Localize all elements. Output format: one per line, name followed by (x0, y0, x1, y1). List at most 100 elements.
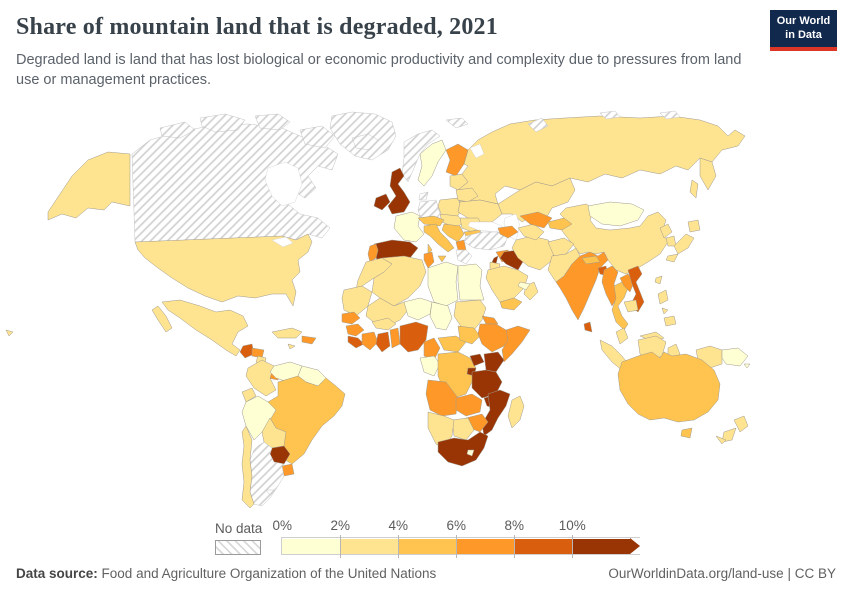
country-saudi-arabia[interactable] (485, 265, 529, 303)
country-yemen[interactable] (499, 297, 523, 311)
country-switzerland-austria[interactable] (417, 215, 445, 227)
country-tanzania[interactable] (471, 369, 503, 399)
owid-logo[interactable]: Our World in Data (770, 10, 837, 51)
country-tunisia[interactable] (423, 251, 435, 269)
country-botswana[interactable] (451, 417, 475, 441)
country-chad[interactable] (429, 301, 453, 331)
country-iceland[interactable] (351, 133, 379, 151)
country-italy-sardinia[interactable] (427, 243, 433, 255)
country-chile[interactable] (241, 425, 255, 509)
country-afghanistan[interactable] (547, 237, 575, 257)
legend-bin-2-4[interactable]: 2% (331, 518, 399, 558)
country-australia[interactable] (617, 351, 721, 423)
country-japan-kyushu[interactable] (665, 253, 679, 263)
country-arctic-islands[interactable] (199, 113, 246, 133)
country-somalia[interactable] (501, 325, 531, 363)
country-togo-benin[interactable] (389, 327, 401, 349)
country-ivory-coast[interactable] (361, 331, 379, 351)
country-mozambique[interactable] (481, 389, 511, 437)
country-turkey[interactable] (463, 231, 509, 251)
country-cameroon[interactable] (423, 337, 441, 361)
country-central-african-republic[interactable] (437, 335, 467, 353)
country-ethiopia[interactable] (477, 323, 513, 353)
country-russia-kamchatka[interactable] (699, 157, 717, 191)
country-eritrea[interactable] (481, 315, 499, 325)
no-data-swatch[interactable] (215, 540, 261, 555)
country-burkina-faso[interactable] (371, 317, 397, 331)
country-mauritania[interactable] (341, 285, 373, 317)
country-niger[interactable] (403, 297, 433, 321)
country-papua-new-guinea[interactable] (721, 347, 749, 367)
country-south-sudan[interactable] (457, 325, 481, 345)
country-ecuador[interactable] (241, 387, 257, 403)
country-philippines-luzon[interactable] (657, 289, 669, 305)
legend-bin-8-10[interactable]: 8% (505, 518, 573, 558)
legend-no-data[interactable]: No data (215, 521, 262, 555)
country-china[interactable] (553, 203, 669, 275)
country-ghana[interactable] (375, 331, 391, 353)
country-kenya[interactable] (483, 351, 505, 373)
country-sierra-leone-liberia[interactable] (347, 335, 365, 349)
country-turkmenistan[interactable] (517, 223, 545, 241)
license-link[interactable]: CC BY (794, 566, 836, 581)
country-severnaya-zemlya[interactable] (599, 110, 621, 120)
legend-bin-4-6[interactable]: 4% (389, 518, 457, 558)
country-nepal[interactable] (581, 255, 601, 265)
country-sri-lanka[interactable] (583, 321, 593, 333)
country-zambia[interactable] (455, 393, 483, 417)
country-jamaica[interactable] (287, 343, 296, 350)
country-fiji[interactable] (743, 363, 751, 369)
country-south-korea[interactable] (665, 235, 677, 247)
country-belarus[interactable] (455, 187, 479, 203)
country-libya[interactable] (427, 261, 459, 307)
country-alaska[interactable] (47, 151, 131, 221)
country-falkland-islands[interactable] (265, 489, 275, 496)
country-caucasus[interactable] (497, 225, 519, 239)
country-taiwan[interactable] (654, 275, 663, 285)
country-novaya-zemlya[interactable] (527, 117, 549, 133)
country-united-kingdom[interactable] (387, 167, 411, 215)
legend-bin-6-8[interactable]: 6% (447, 518, 515, 558)
country-arctic-islands[interactable] (254, 113, 291, 131)
country-japan-hokkaido[interactable] (687, 219, 701, 233)
country-egypt[interactable] (457, 263, 485, 301)
country-angola[interactable] (425, 379, 459, 417)
country-australia-tasmania[interactable] (680, 427, 693, 439)
country-guinea[interactable] (345, 323, 365, 337)
country-arctic-islands[interactable] (299, 125, 336, 149)
country-philippines-visayas[interactable] (661, 307, 669, 315)
country-lesotho[interactable] (466, 449, 475, 457)
country-russia-sakhalin[interactable] (689, 179, 699, 199)
country-philippines-mindanao[interactable] (663, 315, 677, 327)
country-denmark[interactable] (418, 191, 429, 201)
country-new-caledonia[interactable] (715, 435, 727, 445)
country-mexico-baja[interactable] (151, 305, 173, 333)
country-italy-sicily[interactable] (437, 255, 447, 263)
country-nigeria[interactable] (399, 321, 429, 353)
country-svalbard[interactable] (445, 117, 469, 129)
country-france[interactable] (393, 211, 425, 243)
country-mongolia[interactable] (587, 201, 645, 227)
country-gabon-congo[interactable] (419, 355, 441, 377)
country-senegal[interactable] (341, 311, 361, 325)
country-mali[interactable] (365, 297, 409, 327)
country-sweden[interactable] (417, 139, 447, 187)
country-iran[interactable] (511, 235, 557, 271)
country-colombia[interactable] (245, 359, 277, 397)
country-arctic-islands[interactable] (159, 121, 196, 139)
country-cuba[interactable] (271, 327, 303, 339)
country-ireland[interactable] (373, 193, 391, 211)
country-guatemala[interactable] (239, 343, 255, 359)
country-new-zealand-north[interactable] (733, 415, 749, 433)
country-morocco[interactable] (355, 257, 393, 291)
country-cambodia[interactable] (623, 299, 639, 313)
country-kyrgyzstan-tajikistan[interactable] (547, 217, 573, 231)
owid-url-link[interactable]: OurWorldinData.org/land-use (608, 566, 784, 581)
country-uganda[interactable] (469, 353, 485, 367)
country-united-states[interactable] (134, 233, 313, 307)
country-mexico[interactable] (161, 299, 249, 357)
country-uzbekistan[interactable] (519, 211, 553, 229)
country-new-siberian-islands[interactable] (659, 110, 681, 120)
legend-bin-10+[interactable]: 10% (559, 518, 631, 558)
country-japan-honshu[interactable] (673, 233, 695, 255)
